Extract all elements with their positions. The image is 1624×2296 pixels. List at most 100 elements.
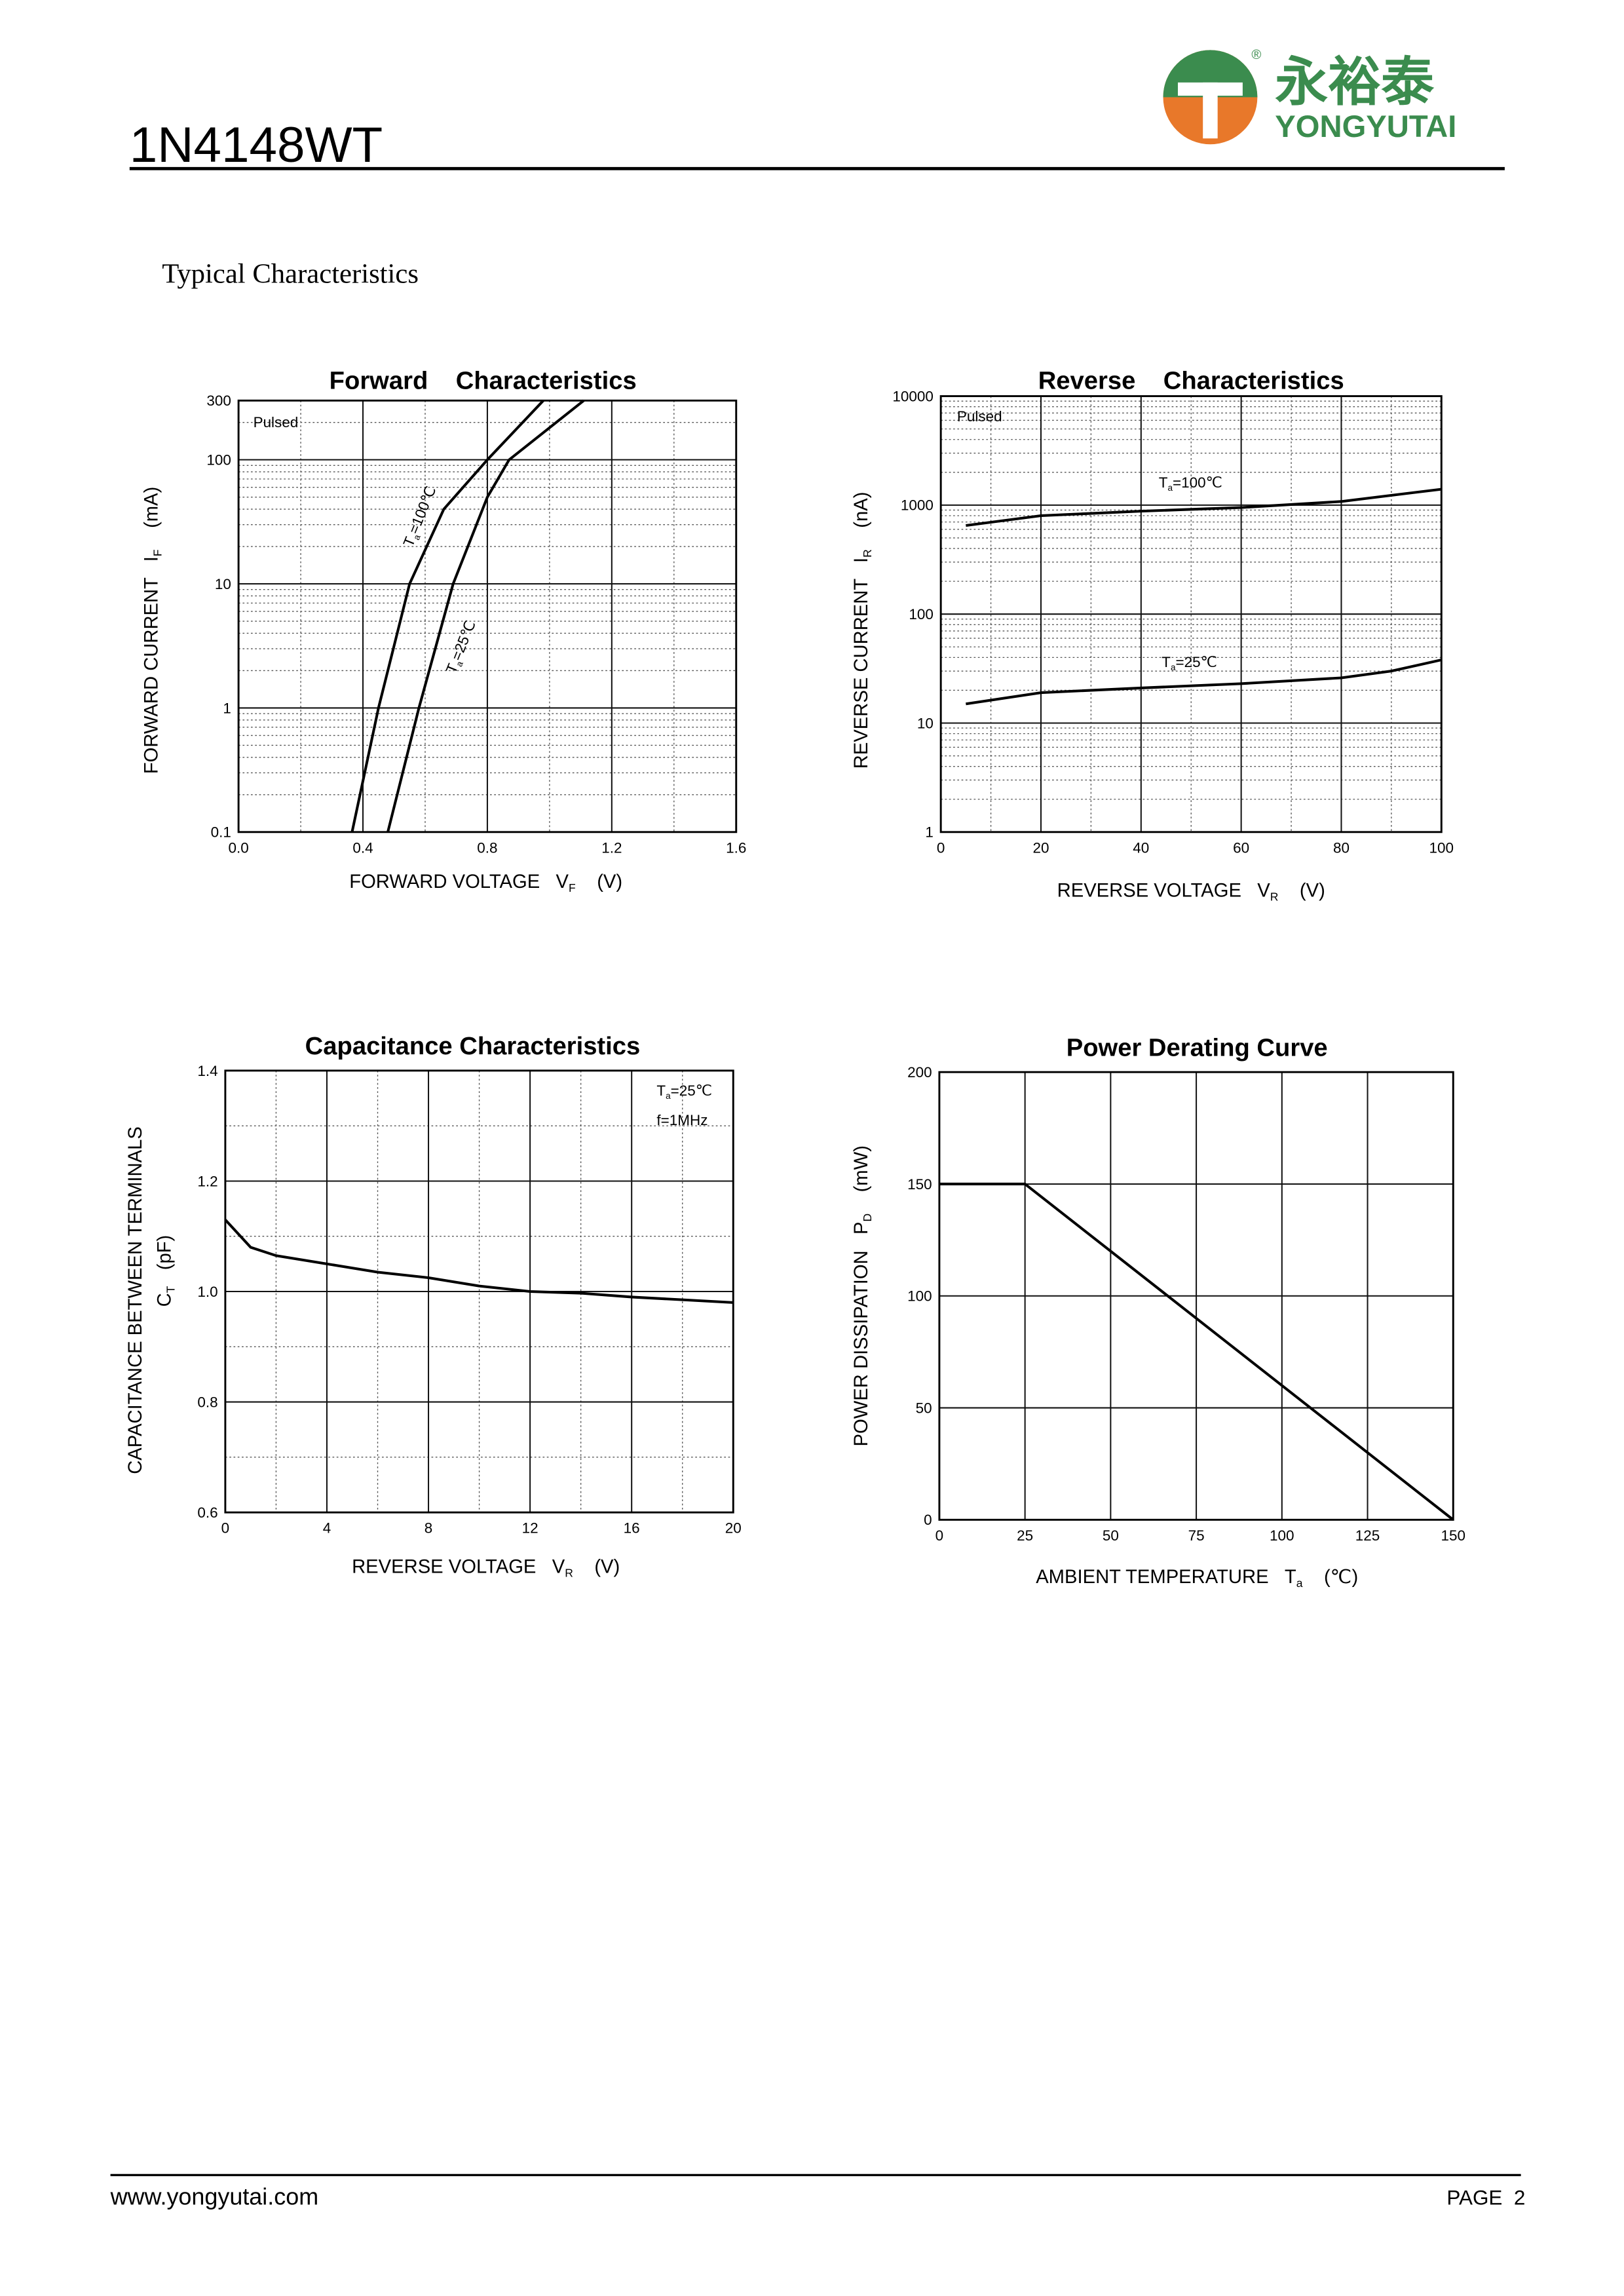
y-axis-label: CT (pF) [155,1235,178,1307]
label-unit: (℃) [1303,1567,1359,1588]
label-subscript: R [565,1567,573,1580]
logo-t-stem [1203,82,1218,139]
x-tick-label: 25 [1017,1527,1033,1544]
annotation-text: =25℃ [1176,654,1217,670]
label-unit: (mW) [851,1145,872,1214]
x-tick-label: 0.0 [228,839,248,856]
label-unit: (pF) [155,1235,176,1286]
annotation-subscript: a [1171,662,1176,672]
plot-frame [939,395,1443,833]
annotation: f=1MHz [656,1112,708,1128]
x-tick-label: 20 [1032,839,1049,856]
label-symbol: C [155,1293,176,1307]
label-text: FORWARD VOLTAGE [349,871,556,892]
x-tick-label: 4 [323,1520,331,1537]
label-symbol: V [1257,881,1270,902]
annotation-text: =100℃ [1173,474,1222,491]
annotation-subscript: a [666,1091,671,1101]
x-tick-label: 60 [1233,839,1249,856]
label-symbol: P [851,1222,872,1234]
plot-frame [938,1071,1454,1521]
plot-frame [224,1069,734,1514]
plot-frame [237,399,738,833]
annotation: Pulsed [254,414,299,430]
y-tick-label: 1.2 [197,1173,217,1189]
curve [966,488,1442,527]
y-tick-label: 100 [206,452,231,469]
y-tick-label: 0.1 [211,824,231,841]
part-number: 1N4148WT [130,117,383,173]
y-tick-label: 1 [925,824,934,841]
x-tick-label: 20 [725,1520,742,1537]
x-tick-label: 0 [935,1527,944,1544]
y-tick-label: 10 [215,576,231,592]
chart-title: Reverse Characteristics [1038,366,1344,394]
label-subscript: T [164,1286,178,1293]
annotation-text: Pulsed [254,414,299,430]
x-axis-label: REVERSE VOLTAGE VR (V) [1057,881,1325,904]
label-subscript: R [861,549,874,558]
label-symbol: I [851,558,872,563]
curve [224,1219,734,1304]
y-tick-label: 1 [223,700,231,716]
x-tick-label: 0 [221,1520,230,1537]
label-text: FORWARD CURRENT [142,562,162,774]
x-tick-label: 75 [1188,1527,1205,1544]
y-tick-label: 1000 [901,497,934,514]
y-tick-label: 1.0 [197,1284,217,1300]
x-axis-label: AMBIENT TEMPERATURE Ta (℃) [1036,1567,1358,1590]
curve [966,659,1442,706]
y-tick-label: 50 [916,1400,932,1416]
chart: 0 25 50 75 100 125 150 0 50 100 150 200 Power Derati… [851,1033,1465,1590]
y-tick-label: 150 [907,1176,932,1193]
chart-title: Power Derating Curve [1067,1033,1328,1062]
brand-en: YONGYUTAI [1275,109,1456,144]
brand-cn: 永裕泰 [1275,53,1435,112]
y-tick-label: 0.8 [197,1394,217,1410]
y-axis-label: POWER DISSIPATION PD (mW) [851,1145,874,1446]
label-unit: (V) [576,871,622,892]
label-text: AMBIENT TEMPERATURE [1036,1567,1285,1588]
logo [1163,50,1258,145]
x-axis-label: REVERSE VOLTAGE VR (V) [352,1556,620,1579]
annotation-text: Pulsed [957,408,1002,425]
label-symbol: I [142,556,162,562]
x-tick-label: 16 [624,1520,640,1537]
y-tick-label: 300 [206,392,231,409]
chart-title: Forward Characteristics [330,366,637,394]
chart: 0 20 40 60 80 100 1 10 100 1000 10000 Reverse Chara… [851,366,1454,904]
chart: 0 4 8 12 16 20 0.6 0.8 1.0 1.2 1.4 Capacitance Char… [125,1032,742,1579]
annotation-text: =25℃ [671,1082,712,1099]
label-unit: (nA) [851,492,872,550]
chart-title: Capacitance Characteristics [305,1032,641,1060]
annotation-symbol: T [1159,474,1168,491]
x-tick-label: 8 [425,1520,433,1537]
label-subscript: F [151,549,164,556]
x-tick-label: 1.6 [726,839,746,856]
x-tick-label: 80 [1333,839,1350,856]
x-tick-label: 0 [937,839,945,856]
annotation-text: f=1MHz [656,1112,708,1128]
label-symbol: T [1285,1567,1296,1588]
x-tick-label: 0.8 [477,839,497,856]
label-subscript: D [861,1214,874,1222]
y-axis-label: CAPACITANCE BETWEEN TERMINALS [125,1126,146,1474]
curve [939,1182,1454,1521]
label-symbol: V [556,871,569,892]
y-tick-label: 200 [907,1064,932,1081]
label-text: REVERSE CURRENT [851,563,872,769]
label-subscript: R [1270,890,1279,904]
registered: ® [1251,48,1261,62]
curve [387,399,585,833]
x-tick-label: 100 [1429,839,1454,856]
label-subscript: a [1296,1577,1303,1590]
label-text: REVERSE VOLTAGE [352,1556,552,1577]
y-tick-label: 10000 [892,388,933,404]
label-unit: (V) [573,1556,620,1577]
annotation: Pulsed [957,408,1002,425]
x-tick-label: 125 [1355,1527,1380,1544]
y-tick-label: 10 [917,715,934,731]
annotation-symbol: T [656,1082,666,1099]
y-tick-label: 0 [924,1512,932,1528]
